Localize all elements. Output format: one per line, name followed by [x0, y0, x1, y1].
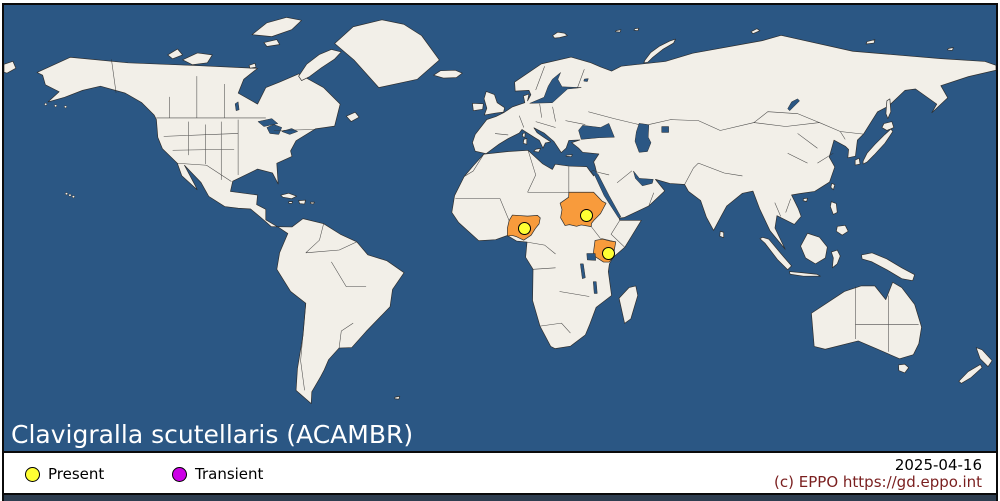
present-legend-label: Present [48, 465, 105, 483]
landmass-americas [36, 56, 405, 405]
island-ellesmere [251, 17, 302, 37]
island-cuba [280, 192, 297, 200]
island-puerto-rico [310, 201, 315, 205]
lake-baikal [787, 98, 800, 111]
island-newfoundland [345, 111, 360, 122]
island-java [789, 271, 821, 277]
copyright-link[interactable]: (c) EPPO https://gd.eppo.int [774, 473, 982, 491]
island-nz-north [975, 347, 993, 367]
aleutian-islands [54, 104, 58, 108]
island-nz-south [958, 364, 983, 384]
map-title: Clavigralla scutellaris (ACAMBR) [11, 420, 414, 449]
legend-item-present: Present [25, 465, 172, 483]
island-borneo [800, 232, 828, 265]
world-map [4, 5, 996, 418]
legend: Present Transient 2025-04-16 (c) EPPO ht… [4, 453, 996, 495]
island-devon [263, 39, 281, 47]
aral-sea [661, 126, 669, 133]
island-novaya-zemlya [643, 38, 676, 64]
world-map-svg [4, 5, 996, 418]
hawaii-islands [72, 195, 75, 199]
country-borders [111, 59, 315, 182]
island-franz-josef [615, 27, 640, 33]
lake-michigan-huron [266, 124, 283, 135]
island-sri-lanka [719, 230, 725, 239]
island-southampton [248, 62, 257, 69]
island-corsica [521, 132, 526, 138]
caspian-sea [634, 123, 652, 153]
lake-malawi [593, 281, 598, 294]
island-britain [483, 91, 506, 116]
island-victoria [182, 52, 213, 66]
country-borders [300, 223, 367, 391]
island-honshu [862, 128, 894, 165]
marker-layer [4, 5, 996, 418]
transient-legend-dot [172, 466, 187, 482]
island-mindanao [835, 224, 849, 236]
bottom-strip [4, 495, 996, 501]
island-wrangel [947, 47, 954, 51]
landmass-australia [811, 281, 922, 360]
present-marker-kenya[interactable] [602, 247, 615, 260]
present-marker-sudan[interactable] [580, 209, 593, 222]
island-banks [167, 48, 183, 60]
baltic-sea [529, 72, 582, 104]
map-title-bar: Clavigralla scutellaris (ACAMBR) [4, 418, 996, 453]
aleutian-islands [44, 102, 48, 106]
island-hispaniola [298, 199, 306, 205]
transient-legend-label: Transient [195, 465, 264, 483]
aleutian-islands [64, 105, 67, 109]
island-sakhalin [885, 98, 892, 119]
country-borders [588, 111, 864, 217]
country-borders [455, 150, 625, 334]
country-borders [855, 286, 919, 352]
lake-tanganyika [580, 263, 586, 279]
legend-item-transient: Transient [172, 465, 263, 483]
map-inner: Clavigralla scutellaris (ACAMBR) Present… [2, 3, 998, 501]
footer-info: 2025-04-16 (c) EPPO https://gd.eppo.int [774, 457, 982, 491]
island-baffin [298, 49, 342, 81]
island-kyushu [854, 157, 861, 166]
island-svalbard [552, 31, 568, 39]
island-hainan [802, 197, 808, 202]
lake-ladoga [583, 78, 589, 82]
country-borders [495, 66, 586, 136]
map-date: 2025-04-16 [894, 456, 982, 474]
chukotka-edge [4, 60, 17, 74]
island-greenland [334, 19, 440, 88]
red-sea [590, 169, 622, 219]
island-madagascar [618, 285, 639, 324]
island-sulawesi [830, 249, 841, 269]
island-new-siberian [865, 39, 876, 45]
island-taiwan [830, 182, 836, 191]
island-luzon [829, 201, 838, 215]
island-severnaya-zemlya [750, 28, 761, 34]
island-sicily [533, 147, 542, 153]
island-sumatra [759, 236, 792, 271]
island-tasmania [898, 363, 910, 374]
hawaii-islands [68, 193, 72, 197]
hawaii-islands [65, 192, 68, 196]
island-crete [565, 154, 573, 158]
black-sea [578, 123, 615, 140]
island-new-guinea [861, 252, 916, 282]
island-falklands [394, 395, 401, 400]
lake-superior [257, 118, 279, 127]
persian-gulf [633, 170, 654, 187]
island-ireland [472, 102, 484, 112]
island-iceland [433, 69, 463, 79]
present-marker-nigeria[interactable] [518, 222, 531, 235]
island-jamaica [288, 201, 294, 204]
landmass-afro-eurasia [451, 34, 996, 349]
island-sardinia [522, 138, 528, 145]
present-legend-dot [25, 466, 40, 482]
lake-victoria [586, 253, 596, 261]
lake-winnipeg [234, 101, 240, 111]
